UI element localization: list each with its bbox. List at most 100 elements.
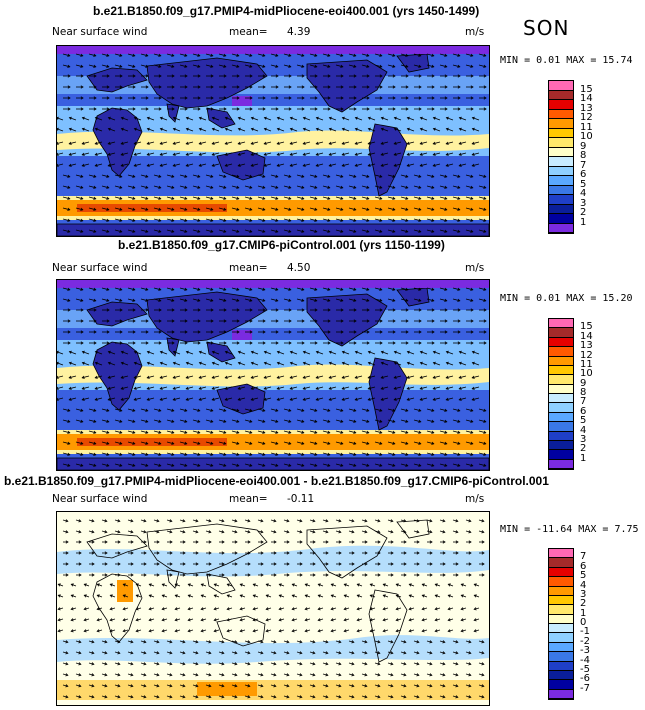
wind-arrow-head <box>405 85 409 89</box>
wind-arrow <box>309 218 317 222</box>
wind-arrow <box>413 196 421 200</box>
colorbar-tick-label: 9 <box>580 140 587 152</box>
wind-arrow-head <box>120 163 124 167</box>
wind-arrow-head <box>104 519 108 523</box>
wind-arrow-head <box>210 96 214 100</box>
wind-arrow <box>270 207 278 211</box>
wind-arrow <box>270 452 278 456</box>
wind-arrow <box>101 174 109 178</box>
wind-arrow-head <box>325 662 329 666</box>
wind-arrow <box>192 463 200 467</box>
wind-arrow-head <box>327 174 331 178</box>
wind-arrow-head <box>236 452 240 456</box>
wind-arrow <box>452 695 458 698</box>
wind-arrow <box>452 530 458 533</box>
wind-arrow-head <box>327 287 331 291</box>
wind-arrow <box>75 430 83 434</box>
wind-arrow <box>82 375 90 379</box>
wind-arrow-head <box>429 573 433 577</box>
wind-arrow <box>153 651 159 654</box>
wind-arrow-head <box>93 319 97 323</box>
wind-arrow-head <box>132 53 136 57</box>
wind-arrow <box>292 583 298 587</box>
wind-arrow <box>400 441 408 445</box>
wind-arrow-head <box>291 583 295 587</box>
wind-arrow <box>396 618 402 621</box>
wind-arrow <box>179 430 187 434</box>
wind-arrow <box>348 218 356 222</box>
wind-arrow <box>214 618 220 621</box>
wind-arrow-head <box>278 618 282 622</box>
wind-arrow-head <box>431 96 435 100</box>
wind-arrow-head <box>275 319 279 323</box>
wind-arrow-head <box>237 116 241 120</box>
wind-arrow-head <box>367 361 371 365</box>
wind-arrow-head <box>237 375 241 379</box>
wind-arrow-head <box>236 463 240 467</box>
wind-arrow <box>277 375 285 379</box>
wind-arrow-head <box>429 540 433 544</box>
wind-arrow-head <box>418 308 422 312</box>
wind-arrow-head <box>57 152 59 156</box>
wind-arrow-head <box>119 341 123 345</box>
wind-arrow <box>465 452 473 456</box>
wind-arrow-head <box>249 229 253 233</box>
wind-arrow <box>123 583 129 587</box>
wind-arrow <box>452 53 460 57</box>
wind-arrow-head <box>340 53 344 57</box>
wind-arrow <box>186 397 194 401</box>
wind-arrow <box>329 152 337 156</box>
colorbar-cell <box>549 223 573 233</box>
wind-arrow-head <box>366 408 370 412</box>
wind-arrow-head <box>262 96 266 100</box>
wind-arrow-head <box>354 141 358 145</box>
colorbar-cell <box>549 214 573 224</box>
wind-arrow <box>318 629 324 632</box>
wind-arrow <box>387 684 393 687</box>
wind-arrow <box>296 530 302 533</box>
colorbar-tick-label: 15 <box>580 321 593 333</box>
wind-arrow-head <box>481 651 485 655</box>
wind-arrow <box>292 607 298 610</box>
wind-arrow-head <box>442 684 446 688</box>
wind-arrow-head <box>57 116 59 120</box>
wind-arrow <box>413 651 419 654</box>
wind-arrow-head <box>223 64 227 68</box>
wind-arrow-head <box>314 229 318 233</box>
wind-arrow <box>400 662 406 665</box>
wind-arrow-head <box>273 519 277 523</box>
wind-arrow-head <box>392 74 396 78</box>
wind-arrow <box>75 419 83 423</box>
wind-arrow <box>439 662 445 665</box>
wind-arrow-head <box>223 319 227 323</box>
wind-arrow-head <box>184 452 188 456</box>
wind-arrow-head <box>263 386 267 390</box>
wind-arrow <box>368 141 376 145</box>
wind-arrow-head <box>289 152 293 156</box>
colorbar-cell <box>549 403 573 413</box>
wind-arrow <box>173 386 181 390</box>
wind-arrow-head <box>67 229 71 233</box>
wind-arrow-head <box>197 229 201 233</box>
wind-arrow-head <box>57 397 59 401</box>
wind-arrow-head <box>429 551 433 555</box>
wind-arrow-head <box>145 64 149 68</box>
wind-arrow <box>342 128 350 132</box>
wind-arrow-head <box>169 562 173 566</box>
wind-arrow-head <box>67 64 71 68</box>
panel-3-wind-diff-map <box>56 511 490 706</box>
wind-arrow <box>57 152 64 156</box>
wind-arrow <box>387 463 395 467</box>
wind-arrow <box>264 152 272 156</box>
wind-arrow-head <box>78 562 82 566</box>
wind-arrow <box>231 662 237 665</box>
colorbar-tick-label: -2 <box>580 635 590 647</box>
wind-arrow <box>296 419 304 423</box>
wind-arrow-head <box>338 651 342 655</box>
wind-arrow-head <box>403 651 407 655</box>
wind-arrow <box>238 152 246 156</box>
wind-arrow-head <box>223 419 227 423</box>
wind-arrow-head <box>117 540 121 544</box>
wind-arrow-head <box>184 207 188 211</box>
wind-arrow-head <box>444 341 448 345</box>
